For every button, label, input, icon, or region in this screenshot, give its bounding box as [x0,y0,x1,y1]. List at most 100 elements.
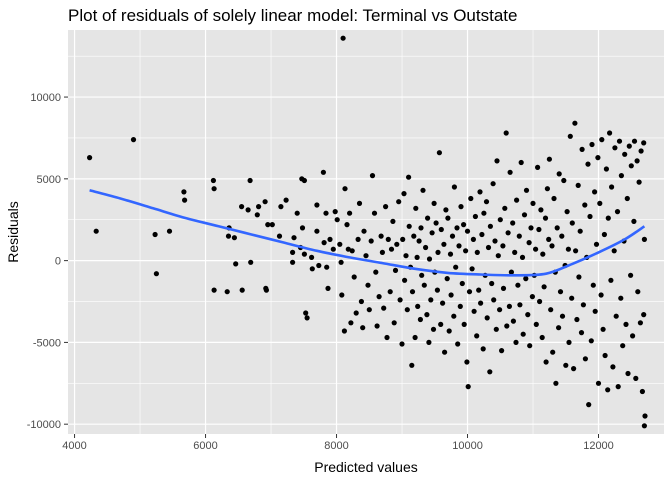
data-point [561,177,567,184]
data-point [299,225,306,231]
data-point [614,209,621,215]
data-point [181,189,187,195]
data-point [483,199,490,205]
data-point [441,241,447,247]
data-point [538,207,544,213]
data-point [543,359,549,365]
data-point [457,303,463,309]
data-point [459,280,465,287]
data-point [415,303,421,309]
data-point [301,251,307,257]
data-point [391,320,397,326]
data-point [371,210,378,216]
data-point [383,204,389,210]
data-point [515,282,521,288]
data-point [468,195,474,202]
data-point [587,213,593,220]
data-point [628,163,634,169]
data-point [283,197,289,203]
data-point [376,294,382,300]
data-point [478,300,484,306]
data-point [572,120,578,126]
data-point [595,155,601,161]
data-point [518,159,524,166]
data-point [402,277,408,283]
data-point [544,186,551,192]
data-point [224,289,230,295]
data-point [641,423,648,429]
data-point [458,204,464,210]
data-point [265,222,271,228]
data-point [248,259,254,265]
data-point [256,204,262,210]
data-point [464,228,471,234]
data-point [554,225,560,231]
data-point [400,236,406,242]
data-point [373,269,379,275]
data-point [557,289,564,295]
data-point [430,326,437,332]
data-point [638,148,644,154]
data-point [385,236,391,242]
data-point [579,146,585,152]
data-point [225,233,232,239]
data-point [471,308,477,314]
data-point [365,282,371,288]
data-point [609,184,615,190]
data-point [490,181,496,187]
data-point [548,307,554,313]
data-point [351,274,357,280]
data-point [533,321,539,327]
data-point [435,249,441,255]
data-point [453,264,459,270]
data-point [546,156,553,162]
data-point [536,226,542,233]
data-point [641,236,648,242]
data-point [269,222,275,228]
data-point [130,137,137,143]
data-point [440,300,446,306]
data-point [413,205,419,211]
data-point [516,233,522,239]
data-point [529,294,536,300]
data-point [630,333,636,339]
data-point [517,302,523,308]
data-point [421,282,427,288]
data-point [489,280,495,287]
data-point [625,370,631,377]
data-point [456,243,462,249]
data-point [506,303,512,309]
data-point [641,312,647,318]
data-point [528,225,534,231]
y-axis-title: Residuals [5,201,21,262]
data-point [411,233,417,239]
y-axis-ticks: -10000 -5000 0 5000 10000 [27,92,68,431]
data-point [592,308,598,314]
data-point [254,212,260,218]
data-point [378,233,384,239]
data-point [438,321,444,327]
data-point [553,380,559,386]
data-point [593,241,600,247]
data-point [461,321,467,327]
data-point [602,352,608,359]
x-axis-title: Predicted values [314,459,418,475]
data-point [93,228,99,234]
data-point [384,334,390,341]
data-point [446,328,452,334]
data-point [523,276,529,282]
data-point [487,223,493,229]
data-point [455,341,461,347]
x-tick-label: 4000 [62,440,86,452]
data-point [406,174,412,180]
data-point [624,195,630,202]
data-point [577,228,583,234]
data-point [366,307,372,313]
data-point [314,202,320,208]
data-point [396,199,402,205]
data-point [477,189,483,195]
data-point [576,274,582,280]
data-point [424,312,430,318]
data-point [628,272,634,278]
